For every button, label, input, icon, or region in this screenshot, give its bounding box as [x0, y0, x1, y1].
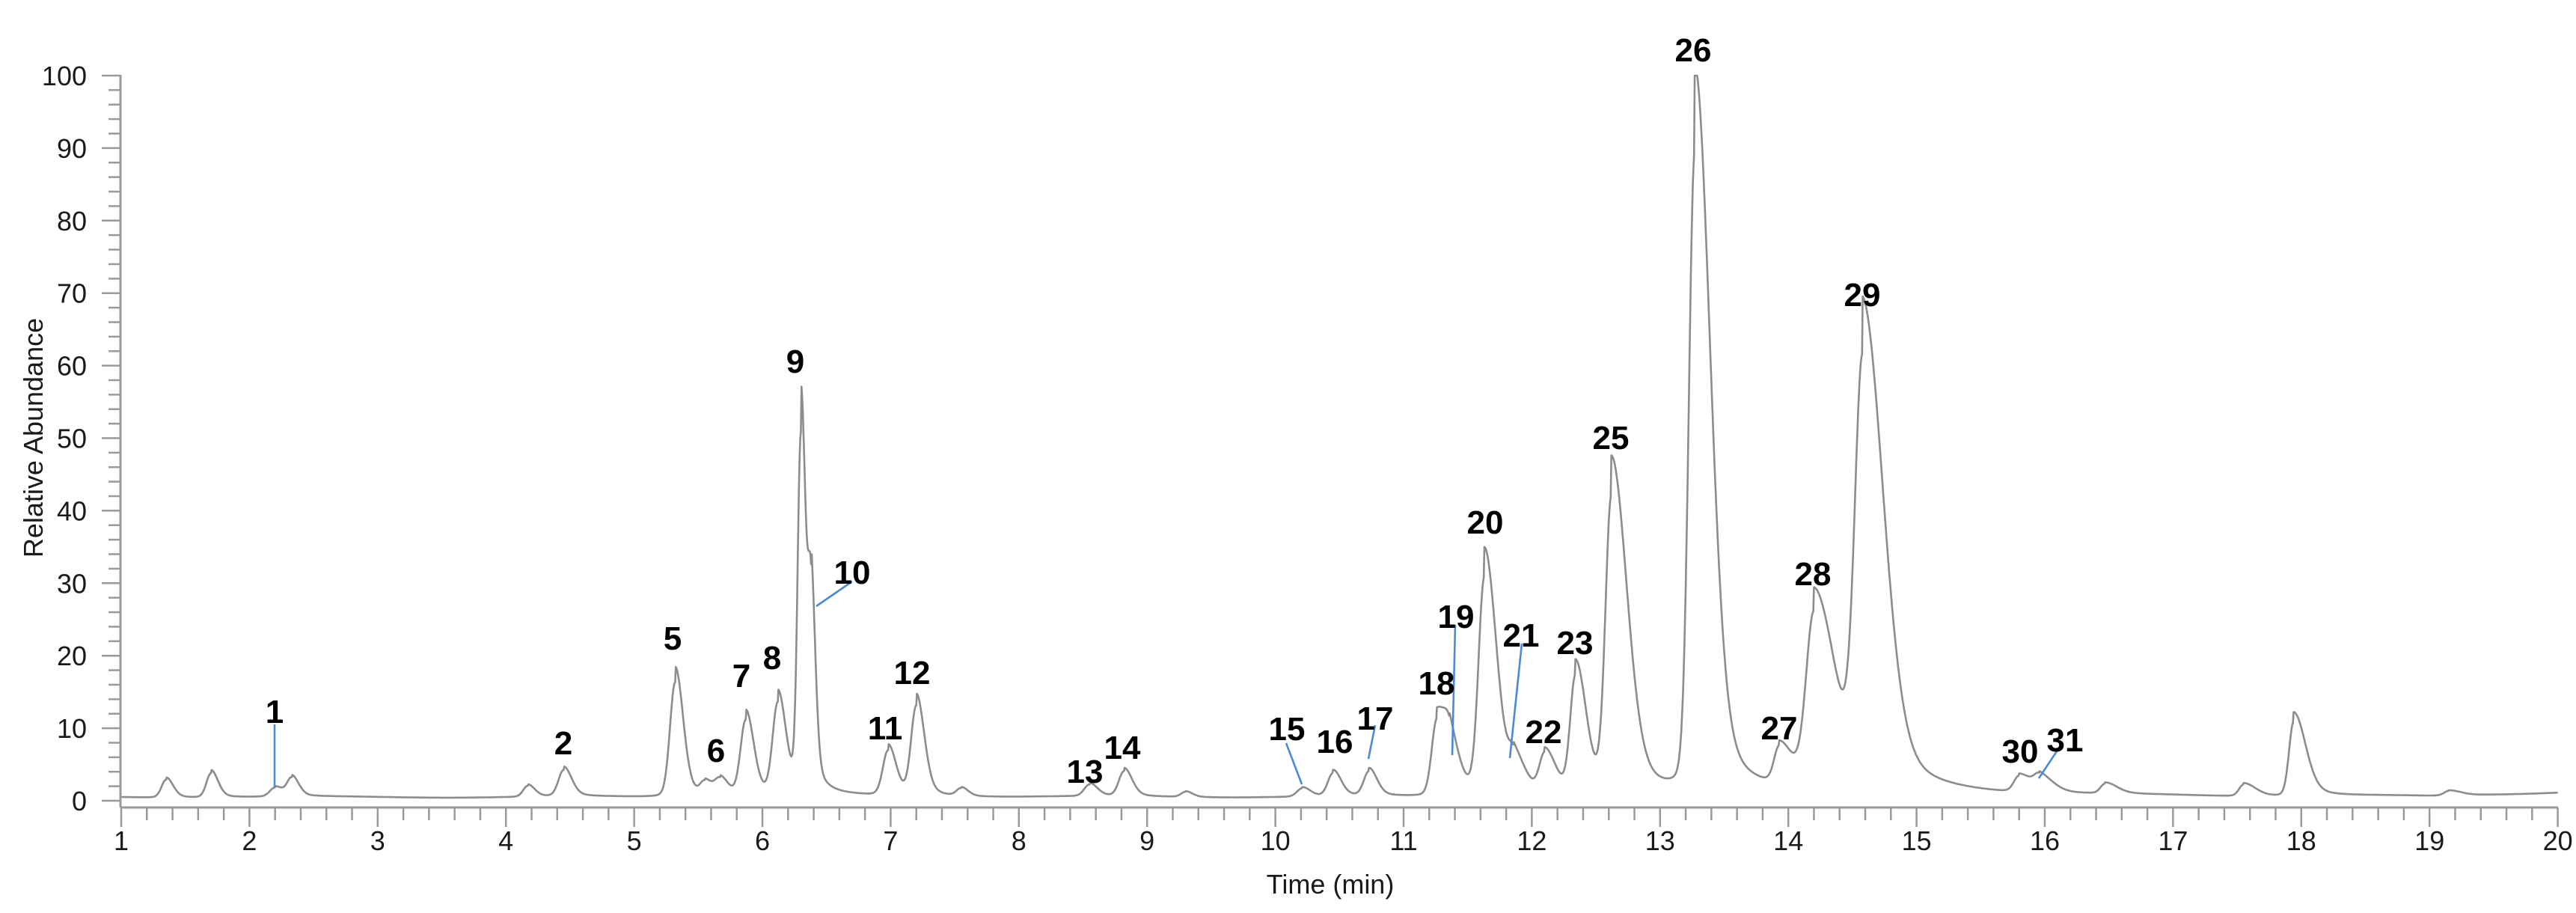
y-tick-label: 50 — [57, 424, 87, 454]
peak-label-27: 27 — [1761, 710, 1798, 747]
y-tick-label: 40 — [57, 495, 87, 526]
peak-label-18: 18 — [1419, 665, 1455, 702]
peak-label-29: 29 — [1844, 277, 1881, 314]
peak-label-11: 11 — [868, 710, 903, 747]
peak-label-31: 31 — [2047, 722, 2084, 759]
x-tick-label: 3 — [370, 825, 385, 856]
x-tick-label: 6 — [755, 825, 770, 856]
peak-label-19: 19 — [1438, 599, 1475, 635]
x-tick-label: 20 — [2543, 825, 2573, 856]
x-tick-label: 17 — [2158, 825, 2188, 856]
x-axis-title: Time (min) — [1267, 869, 1395, 900]
y-tick-label: 80 — [57, 206, 87, 236]
x-tick-label: 12 — [1517, 825, 1546, 856]
peak-leader-lines — [273, 580, 2060, 787]
x-tick-label: 9 — [1139, 825, 1154, 856]
x-axis-ticks — [120, 807, 2559, 827]
peak-label-13: 13 — [1067, 754, 1104, 790]
x-tick-label: 14 — [1773, 825, 1803, 856]
peak-label-10: 10 — [834, 555, 871, 591]
peak-label-12: 12 — [894, 655, 931, 691]
plot-area — [120, 74, 2558, 799]
x-tick-label: 16 — [2030, 825, 2060, 856]
peak-label-30: 30 — [2002, 733, 2039, 770]
y-axis-tick-labels: 0 10 20 30 40 50 60 70 80 90 100 — [42, 61, 87, 816]
x-tick-label: 11 — [1389, 825, 1417, 856]
x-tick-label: 8 — [1012, 825, 1027, 856]
peak-label-15: 15 — [1269, 711, 1306, 748]
peak-label-21: 21 — [1503, 617, 1540, 654]
peak-label-2: 2 — [554, 725, 572, 762]
peak-label-7: 7 — [732, 658, 750, 694]
peak-label-16: 16 — [1317, 724, 1353, 760]
x-tick-label: 7 — [883, 825, 898, 856]
peak-label-22: 22 — [1526, 714, 1562, 751]
peak-label-14: 14 — [1104, 730, 1141, 766]
leader-line-19 — [1451, 624, 1457, 756]
x-tick-label: 2 — [242, 825, 257, 856]
leader-line-17 — [1367, 724, 1377, 760]
y-tick-label: 60 — [57, 351, 87, 382]
peak-label-25: 25 — [1593, 420, 1630, 456]
chromatogram-trace — [120, 74, 2558, 799]
x-tick-label: 15 — [1902, 825, 1932, 856]
peak-label-26: 26 — [1675, 32, 1712, 69]
peak-label-6: 6 — [707, 733, 725, 769]
x-tick-label: 18 — [2286, 825, 2316, 856]
y-tick-label: 30 — [57, 568, 87, 599]
peak-label-8: 8 — [763, 640, 781, 677]
y-tick-label: 10 — [57, 713, 87, 744]
x-tick-label: 1 — [114, 825, 129, 856]
peak-label-20: 20 — [1467, 504, 1504, 541]
leader-line-21 — [1508, 643, 1523, 759]
leader-line-10 — [816, 580, 853, 608]
peak-label-23: 23 — [1557, 625, 1594, 662]
peak-label-5: 5 — [664, 620, 682, 657]
peak-label-28: 28 — [1795, 556, 1832, 593]
y-axis: 0 10 20 30 40 50 60 70 80 90 100 Relative Abundanc… — [18, 61, 122, 816]
leader-line-15 — [1285, 742, 1303, 785]
peak-label-1: 1 — [266, 694, 284, 730]
x-tick-label: 19 — [2414, 825, 2444, 856]
y-tick-label: 90 — [57, 133, 87, 164]
y-tick-label: 70 — [57, 278, 87, 309]
y-tick-label: 100 — [42, 61, 87, 91]
peak-label-9: 9 — [786, 343, 804, 380]
x-tick-label: 10 — [1261, 825, 1291, 856]
y-tick-label: 0 — [72, 786, 87, 816]
x-tick-label: 5 — [627, 825, 642, 856]
y-axis-title: Relative Abundance — [18, 318, 49, 558]
peak-label-17: 17 — [1357, 700, 1394, 737]
x-axis: 1 2 3 4 5 6 7 8 9 10 11 12 13 14 15 16 17 18 19 20 Time (mi… — [114, 806, 2573, 900]
y-axis-ticks — [102, 74, 120, 802]
leader-line-31 — [2037, 748, 2060, 779]
y-tick-label: 20 — [57, 641, 87, 671]
x-axis-tick-labels: 1 2 3 4 5 6 7 8 9 10 11 12 13 14 15 16 17 18 19 20 — [114, 825, 2573, 856]
x-tick-label: 4 — [498, 825, 513, 856]
x-tick-label: 13 — [1645, 825, 1675, 856]
